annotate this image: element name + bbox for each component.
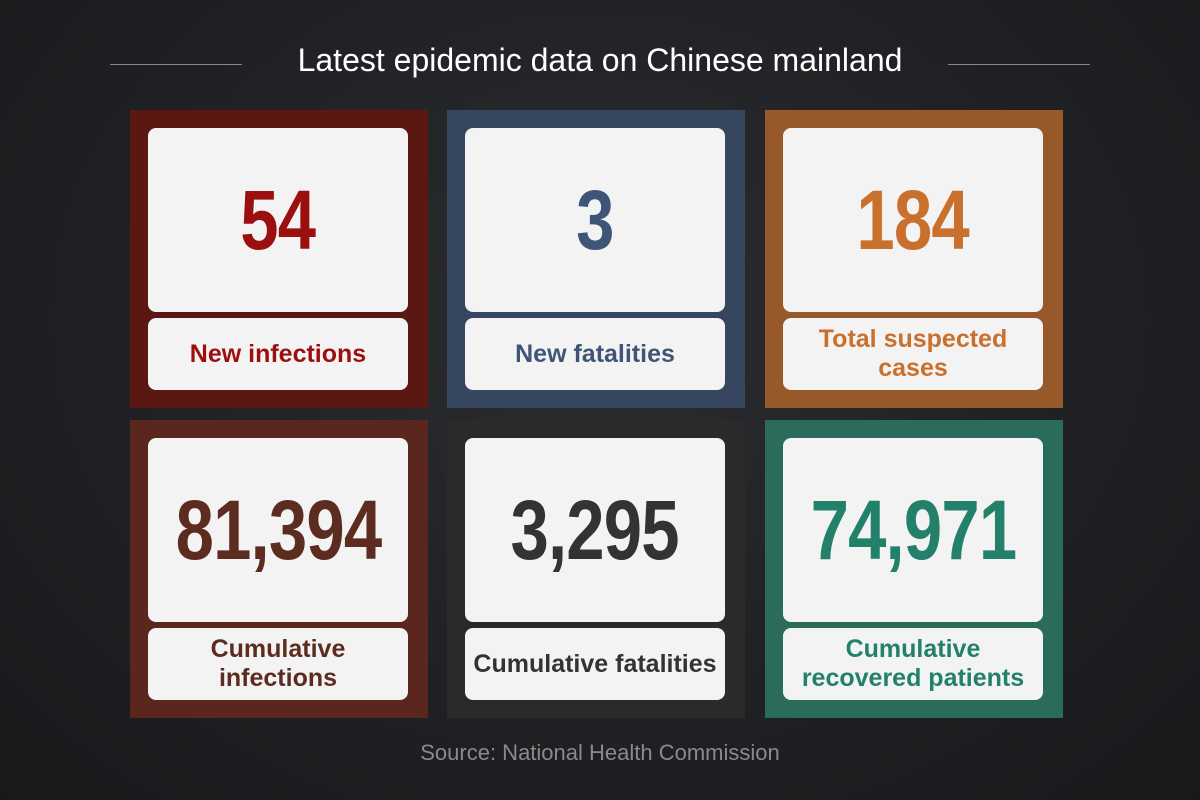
- source: Source: National Health Commission: [420, 740, 780, 765]
- title: Latest epidemic data on Chinese mainland: [0, 42, 1200, 79]
- stat-value-box: 81,394: [148, 438, 408, 622]
- stat-card: 3,295 Cumulative fatalities: [447, 420, 745, 718]
- stat-label: Cumulative recovered patients: [783, 628, 1043, 700]
- stat-value: 184: [856, 172, 970, 267]
- stat-card: 184 Total suspected cases: [765, 110, 1063, 408]
- stat-card: 3 New fatalities: [447, 110, 745, 408]
- stat-value-box: 74,971: [783, 438, 1043, 622]
- stat-card: 81,394 Cumulative infections: [130, 420, 428, 718]
- stat-card: 54 New infections: [130, 110, 428, 408]
- stat-value: 74,971: [810, 482, 1017, 577]
- stat-value: 3: [576, 172, 614, 267]
- title-text: Latest epidemic data on Chinese mainland: [297, 42, 903, 78]
- stat-value: 3,295: [510, 482, 680, 577]
- stat-value-box: 3: [465, 128, 725, 312]
- stat-value-box: 3,295: [465, 438, 725, 622]
- stat-label: Cumulative fatalities: [465, 628, 725, 700]
- stat-value: 54: [240, 172, 317, 267]
- stat-value-box: 184: [783, 128, 1043, 312]
- stat-label: New fatalities: [465, 318, 725, 390]
- title-rule: [110, 64, 242, 65]
- stat-value: 81,394: [175, 482, 382, 577]
- stat-label: Cumulative infections: [148, 628, 408, 700]
- stat-card: 74,971 Cumulative recovered patients: [765, 420, 1063, 718]
- stat-label: Total suspected cases: [783, 318, 1043, 390]
- stat-value-box: 54: [148, 128, 408, 312]
- title-rule: [948, 64, 1090, 65]
- stat-label: New infections: [148, 318, 408, 390]
